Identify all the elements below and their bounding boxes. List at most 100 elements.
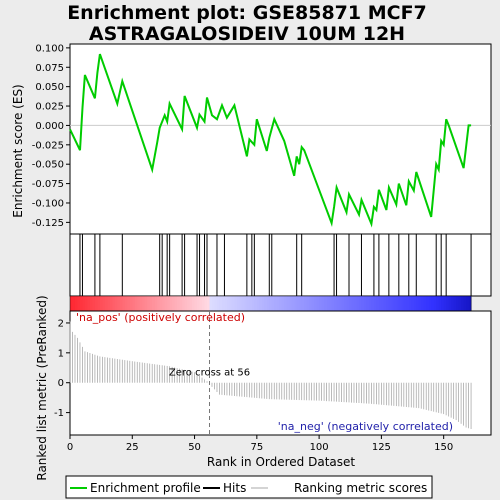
band-cell bbox=[211, 296, 215, 311]
band-cell bbox=[371, 296, 375, 311]
band-cell bbox=[408, 296, 412, 311]
band-cell bbox=[139, 296, 143, 311]
band-cell bbox=[378, 296, 382, 311]
band-cell bbox=[226, 296, 230, 311]
band-cell bbox=[256, 296, 260, 311]
band-cell bbox=[239, 296, 243, 311]
band-cell bbox=[423, 296, 427, 311]
band-cell bbox=[306, 296, 310, 311]
band-cell bbox=[87, 296, 91, 311]
es-y-tick-label: -0.050 bbox=[32, 160, 64, 171]
legend-label-enrichment-profile: Enrichment profile bbox=[90, 481, 201, 495]
es-y-tick-label: -0.125 bbox=[32, 218, 64, 229]
band-cell bbox=[463, 296, 467, 311]
band-cell bbox=[346, 296, 350, 311]
band-cell bbox=[254, 296, 258, 311]
band-cell bbox=[219, 296, 223, 311]
band-cell bbox=[426, 296, 430, 311]
chart-title-line2: ASTRAGALOSIDEIV 10UM 12H bbox=[89, 23, 405, 45]
band-cell bbox=[117, 296, 121, 311]
es-y-tick-label: -0.025 bbox=[32, 140, 64, 151]
ranking-y-tick-label: 2 bbox=[58, 318, 64, 329]
band-cell bbox=[109, 296, 113, 311]
band-cell bbox=[319, 296, 323, 311]
band-cell bbox=[373, 296, 377, 311]
ranking-color-band bbox=[69, 295, 472, 312]
band-cell bbox=[221, 296, 225, 311]
band-cell bbox=[137, 296, 141, 311]
band-cell bbox=[182, 296, 185, 311]
band-cell bbox=[266, 296, 270, 311]
band-cell bbox=[391, 296, 395, 311]
band-cell bbox=[309, 296, 313, 311]
band-cell bbox=[324, 296, 327, 311]
band-cell bbox=[436, 296, 440, 311]
band-cell bbox=[431, 296, 435, 311]
band-cell bbox=[241, 296, 245, 311]
band-cell bbox=[77, 296, 81, 311]
band-cell bbox=[279, 296, 283, 311]
band-cell bbox=[214, 296, 218, 311]
band-cell bbox=[321, 296, 325, 311]
band-cell bbox=[331, 296, 335, 311]
band-cell bbox=[132, 296, 136, 311]
band-cell bbox=[107, 296, 111, 311]
band-cell bbox=[194, 296, 198, 311]
chart-title-line1: Enrichment plot: GSE85871 MCF7 bbox=[67, 2, 427, 24]
band-cell bbox=[443, 296, 447, 311]
band-cell bbox=[157, 296, 161, 311]
legend-label-ranking-metric: Ranking metric scores bbox=[294, 481, 427, 495]
band-cell bbox=[301, 296, 305, 311]
band-cell bbox=[271, 296, 275, 311]
band-cell bbox=[461, 296, 464, 311]
es-y-axis: -0.125 -0.100 -0.075 -0.050 -0.025 0.000 0.025… bbox=[32, 43, 70, 229]
band-cell bbox=[433, 296, 437, 311]
band-cell bbox=[393, 296, 397, 311]
hits-panel bbox=[69, 233, 492, 297]
band-cell bbox=[169, 296, 173, 311]
band-cell bbox=[416, 296, 420, 311]
band-cell bbox=[363, 296, 367, 311]
ranking-y-tick-label: 0 bbox=[58, 378, 64, 389]
band-cell bbox=[284, 296, 288, 311]
band-cell bbox=[179, 296, 183, 311]
band-cell bbox=[124, 296, 128, 311]
band-cell bbox=[274, 296, 278, 311]
band-cell bbox=[351, 296, 355, 311]
band-cell bbox=[149, 296, 153, 311]
band-cell bbox=[401, 296, 405, 311]
band-cell bbox=[234, 296, 238, 311]
band-cell bbox=[314, 296, 318, 311]
band-cell bbox=[79, 296, 83, 311]
es-y-tick-label: 0.025 bbox=[35, 102, 64, 113]
band-cell bbox=[381, 296, 385, 311]
band-cell bbox=[89, 296, 93, 311]
band-cell bbox=[246, 296, 250, 311]
x-tick-label: 100 bbox=[310, 442, 329, 453]
es-y-tick-label: 0.050 bbox=[35, 82, 64, 93]
band-cell bbox=[281, 296, 285, 311]
band-cell bbox=[104, 296, 108, 311]
band-cell bbox=[366, 296, 370, 311]
band-cell bbox=[82, 296, 86, 311]
band-cell bbox=[456, 296, 460, 311]
band-cell bbox=[329, 296, 332, 311]
hits-markers bbox=[79, 234, 472, 296]
band-cell bbox=[386, 296, 390, 311]
band-cell bbox=[383, 296, 387, 311]
band-cell bbox=[97, 296, 101, 311]
band-cell bbox=[451, 296, 455, 311]
band-cell bbox=[236, 296, 240, 311]
ranking-metric-bars bbox=[69, 321, 472, 430]
band-cell bbox=[177, 296, 181, 311]
band-cell bbox=[209, 296, 213, 311]
band-cell bbox=[353, 296, 357, 311]
band-cell bbox=[276, 296, 280, 311]
band-cell bbox=[264, 296, 268, 311]
band-cell bbox=[197, 296, 200, 311]
band-cell bbox=[291, 296, 295, 311]
band-cell bbox=[187, 296, 190, 311]
band-cell bbox=[164, 296, 168, 311]
legend-label-hits: Hits bbox=[223, 481, 246, 495]
